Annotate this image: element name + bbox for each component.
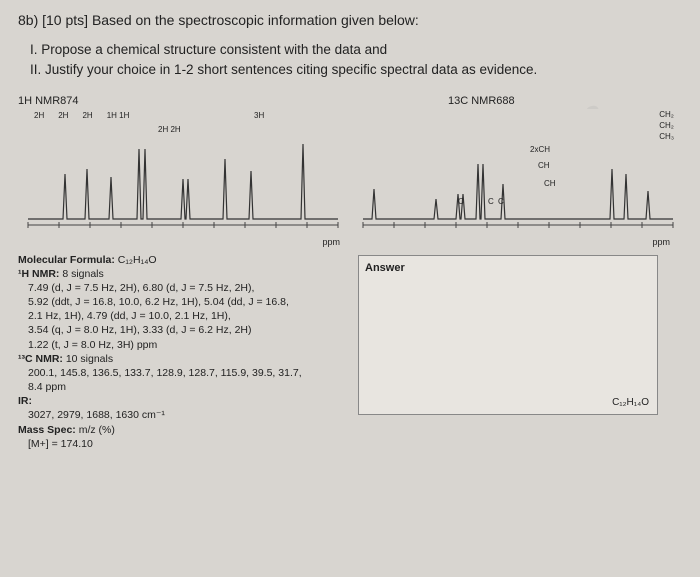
c-nmr-title: 13C NMR688	[448, 95, 678, 107]
question-part2: II. Justify your choice in 1-2 short sen…	[30, 60, 682, 80]
h-nmr-spectrum: 2H 2H 2H 1H 1H 2H 2H 3H	[18, 109, 348, 239]
h-nmr-peak-labels: 2H 2H 2H 1H 1H	[34, 111, 129, 120]
answer-formula: C₁₂H₁₄O	[612, 397, 649, 408]
question-number: 8b) [10 pts]	[18, 12, 88, 28]
question-header: 8b) [10 pts] Based on the spectroscopic …	[18, 12, 682, 28]
question-prompt: Based on the spectroscopic information g…	[92, 12, 419, 28]
question-part1: I. Propose a chemical structure consiste…	[30, 40, 682, 60]
h-nmr-title: 1H NMR874	[18, 95, 348, 107]
question-parts: I. Propose a chemical structure consiste…	[30, 40, 682, 81]
spectral-data: Molecular Formula: C₁₂H₁₄O ¹H NMR: 8 sig…	[18, 253, 348, 451]
answer-label: Answer	[365, 262, 651, 274]
c-nmr-spectrum: CH₂ CH₂ CH₃ 2xCH CH CH C C C	[358, 109, 678, 239]
answer-box: Answer C₁₂H₁₄O	[358, 255, 658, 415]
